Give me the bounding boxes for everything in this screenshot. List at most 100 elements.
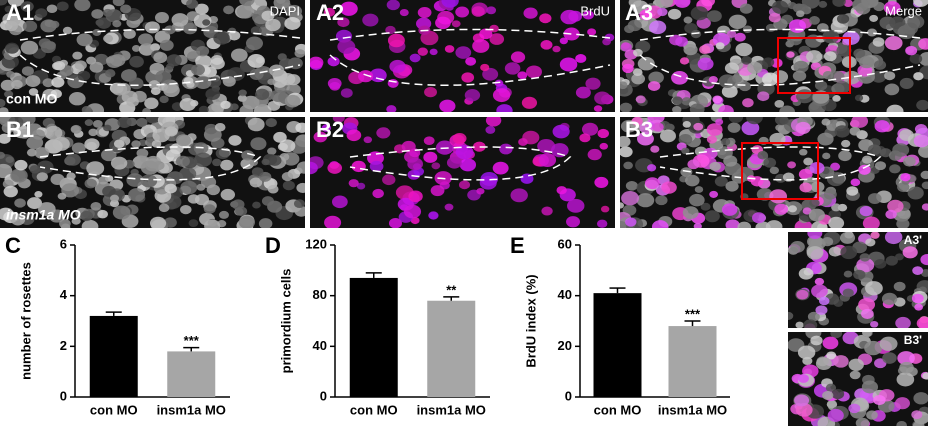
inset-label: B3' — [904, 333, 922, 347]
nucleus — [499, 143, 513, 155]
nucleus — [518, 138, 528, 146]
nucleus — [806, 246, 824, 260]
nucleus — [144, 97, 159, 110]
nucleus — [706, 123, 723, 136]
nucleus — [180, 180, 198, 195]
nucleus — [757, 150, 769, 160]
stain-label: DAPI — [270, 3, 300, 18]
y-tick-label: 6 — [60, 236, 67, 251]
nucleus — [408, 190, 423, 203]
nucleus — [825, 383, 837, 392]
nucleus — [146, 117, 160, 124]
nucleus — [441, 0, 459, 8]
nucleus — [818, 0, 828, 8]
significance: *** — [685, 306, 701, 321]
nucleus — [552, 124, 570, 139]
nucleus — [884, 35, 903, 51]
nucleus — [795, 321, 804, 328]
nucleus — [241, 150, 255, 161]
nucleus — [741, 56, 752, 65]
nucleus — [261, 196, 275, 206]
nucleus — [153, 52, 168, 64]
nucleus — [537, 139, 556, 154]
nucleus — [471, 6, 485, 17]
nucleus — [464, 89, 481, 102]
nucleus — [112, 0, 125, 7]
nucleus — [793, 60, 809, 73]
nucleus — [556, 186, 567, 195]
nucleus — [26, 148, 37, 157]
nucleus — [815, 357, 832, 370]
nucleus — [323, 7, 335, 17]
nucleus — [712, 95, 723, 104]
nucleus — [455, 6, 470, 18]
nucleus — [827, 408, 844, 422]
nucleus — [828, 216, 845, 228]
x-tick-label: con MO — [594, 402, 642, 417]
bar — [349, 277, 398, 397]
nucleus — [559, 37, 568, 45]
nucleus — [196, 183, 206, 191]
nucleus — [476, 187, 485, 195]
nucleus — [724, 62, 740, 74]
nucleus — [270, 89, 286, 102]
nucleus — [128, 77, 144, 90]
nucleus — [895, 316, 911, 328]
nucleus — [788, 311, 794, 320]
nucleus — [0, 107, 9, 112]
nucleus — [163, 217, 177, 228]
nucleus — [480, 63, 490, 72]
nucleus — [435, 16, 451, 30]
bar — [167, 351, 216, 397]
nucleus — [429, 48, 438, 56]
nucleus — [648, 71, 664, 84]
nucleus — [35, 8, 48, 18]
nucleus — [90, 201, 102, 211]
nucleus — [567, 198, 585, 213]
nucleus — [92, 28, 102, 36]
nucleus — [701, 0, 715, 7]
nucleus — [327, 56, 340, 67]
nucleus — [249, 68, 264, 80]
nucleus — [66, 172, 76, 180]
nucleus — [775, 124, 784, 131]
nucleus — [423, 136, 435, 146]
nucleus — [198, 105, 209, 112]
nucleus — [620, 42, 632, 52]
nucleus — [911, 410, 923, 420]
nucleus — [774, 203, 789, 215]
nucleus — [803, 319, 818, 328]
nucleus — [386, 0, 400, 11]
nucleus — [296, 161, 305, 174]
nucleus — [86, 141, 97, 151]
nucleus — [867, 144, 882, 156]
nucleus — [690, 29, 702, 39]
bar — [593, 293, 642, 397]
nucleus — [212, 158, 222, 167]
nucleus — [721, 203, 738, 216]
nucleus — [97, 209, 108, 219]
nucleus — [27, 197, 42, 210]
nucleus — [229, 103, 239, 111]
nucleus — [279, 73, 296, 86]
nucleus — [382, 174, 396, 186]
nucleus — [50, 89, 62, 99]
nucleus — [855, 417, 870, 426]
nucleus — [120, 4, 132, 14]
nucleus — [808, 16, 820, 25]
nucleus — [247, 117, 265, 132]
nucleus — [843, 0, 853, 8]
nucleus — [842, 31, 860, 45]
nucleus — [20, 1, 34, 12]
nucleus — [841, 139, 851, 148]
nucleus — [836, 13, 850, 24]
x-tick-label: insm1a MO — [417, 402, 486, 417]
nucleus — [822, 390, 834, 400]
outline — [329, 54, 611, 86]
nucleus — [682, 206, 699, 219]
nucleus — [284, 16, 301, 30]
nucleus — [136, 148, 149, 158]
nucleus — [310, 56, 324, 69]
nucleus — [889, 164, 901, 174]
